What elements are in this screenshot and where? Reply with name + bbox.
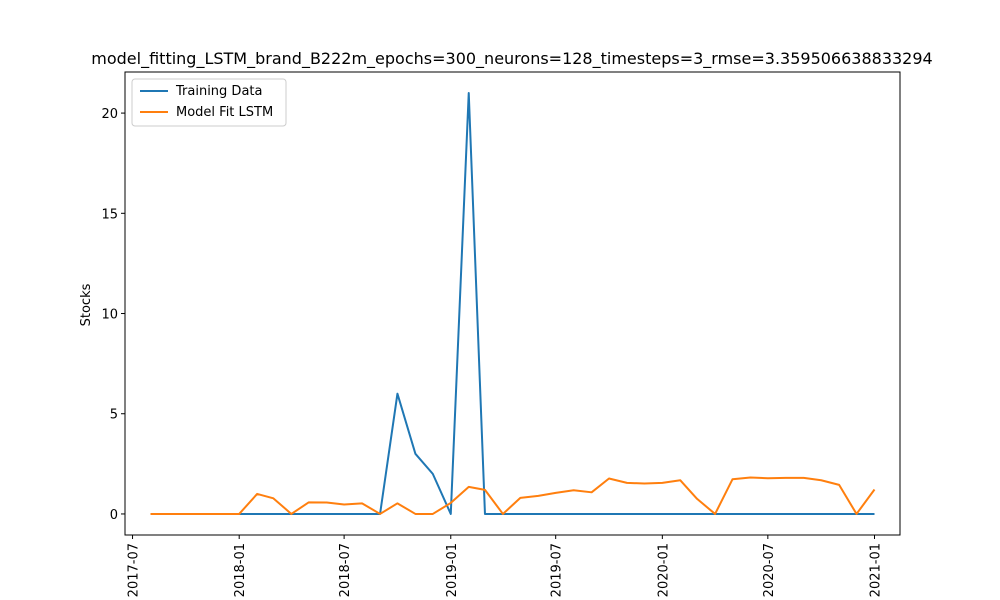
y-tick-label: 15 [101, 207, 118, 222]
chart-title: model_fitting_LSTM_brand_B222m_epochs=30… [91, 49, 932, 69]
x-tick-label: 2017-07 [127, 543, 142, 597]
legend-label-model-fit-lstm: Model Fit LSTM [176, 105, 273, 120]
x-tick-label: 2020-01 [656, 543, 671, 597]
y-tick-label: 5 [110, 408, 118, 423]
x-tick-label: 2019-01 [445, 543, 460, 597]
y-axis-label: Stocks [79, 283, 94, 326]
plot-area: 0 5 10 15 20 2017-07 2018-01 2018-07 2019-01 2019… [101, 71, 901, 597]
legend: Training Data Model Fit LSTM [131, 78, 287, 127]
x-tick-label: 2021-01 [868, 543, 883, 597]
x-tick-label: 2018-01 [233, 543, 248, 597]
series-line-model-fit-lstm [150, 476, 876, 515]
y-tick-label: 10 [101, 308, 118, 323]
series-line-training-data [150, 92, 875, 515]
x-tick-label: 2019-07 [550, 543, 565, 597]
legend-label-training-data: Training Data [175, 84, 262, 99]
y-tick-label: 20 [101, 107, 118, 122]
x-tick-label: 2020-07 [762, 543, 777, 597]
legend-frame [131, 78, 287, 127]
x-tick-label: 2018-07 [338, 543, 353, 597]
plot-frame [124, 71, 901, 536]
y-tick-label: 0 [110, 508, 118, 523]
